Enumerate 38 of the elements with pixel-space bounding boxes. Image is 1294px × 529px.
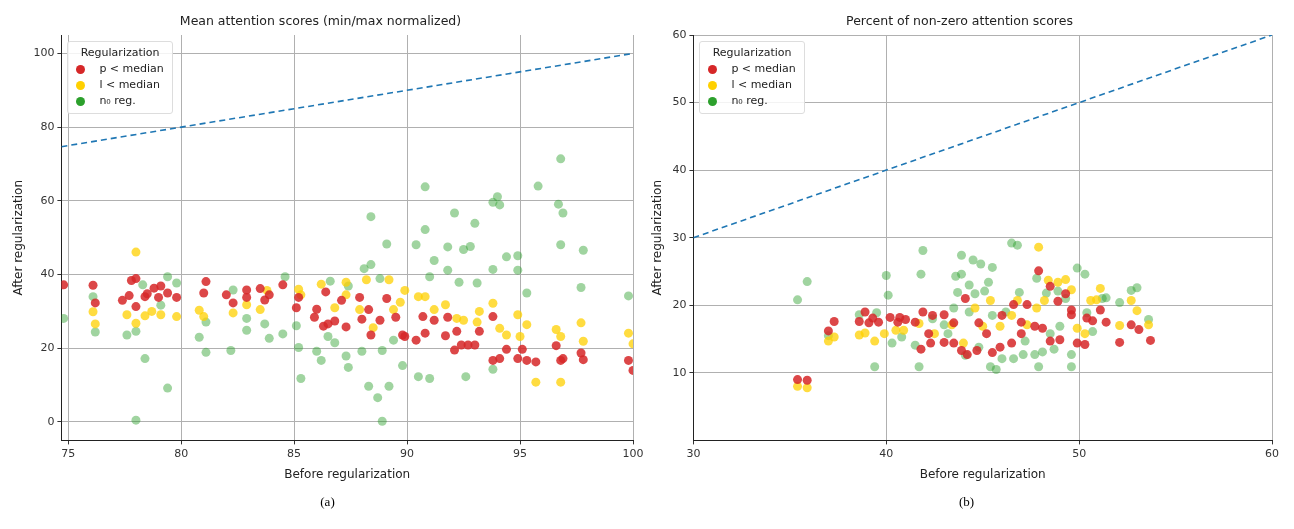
y-tick-label: 40 bbox=[672, 162, 687, 176]
legend-title: Regularization bbox=[79, 46, 161, 59]
x-tick-label: 50 bbox=[1072, 446, 1087, 460]
chart-title: Mean attention scores (min/max normalized) bbox=[179, 12, 462, 28]
y-tick-label: 20 bbox=[672, 298, 687, 312]
legend-label: l < median bbox=[731, 77, 792, 93]
x-tick-label: 95 bbox=[513, 446, 528, 460]
x-tick-label: 75 bbox=[61, 446, 76, 460]
legend-label: p < median bbox=[99, 61, 164, 77]
y-tick-label: 60 bbox=[40, 193, 55, 207]
x-tick-label: 100 bbox=[622, 446, 644, 460]
x-tick-label: 80 bbox=[174, 446, 189, 460]
legend-label: l < median bbox=[99, 77, 160, 93]
y-tick-label: 50 bbox=[672, 95, 687, 109]
legend-title: Regularization bbox=[711, 46, 793, 59]
y-tick-label: 100 bbox=[33, 46, 55, 60]
y-axis-title: After regularization bbox=[11, 179, 26, 296]
x-tick-label: 30 bbox=[686, 446, 701, 460]
chart-title: Percent of non-zero attention scores bbox=[846, 12, 1073, 28]
y-tick-label: 10 bbox=[672, 365, 687, 379]
legend-label: n₀ reg. bbox=[99, 93, 136, 109]
y-tick-label: 60 bbox=[672, 27, 687, 41]
y-tick-label: 40 bbox=[40, 267, 55, 281]
x-axis-title: Before regularization bbox=[919, 466, 1046, 481]
legend-label: p < median bbox=[731, 61, 796, 77]
y-tick-label: 80 bbox=[40, 120, 55, 133]
text: (b) bbox=[957, 494, 976, 510]
x-tick-label: 90 bbox=[400, 446, 415, 460]
y-tick-label: 20 bbox=[40, 341, 55, 355]
y-tick-label: 30 bbox=[672, 230, 687, 244]
x-tick-label: 40 bbox=[879, 446, 894, 460]
text: (a) bbox=[319, 494, 336, 510]
x-axis-title: Before regularization bbox=[284, 466, 411, 481]
y-axis-title: After regularization bbox=[650, 179, 665, 296]
x-tick-label: 60 bbox=[1265, 446, 1279, 460]
legend-label: n₀ reg. bbox=[731, 93, 768, 109]
y-tick-label: 0 bbox=[47, 414, 55, 428]
x-tick-label: 85 bbox=[287, 446, 302, 460]
